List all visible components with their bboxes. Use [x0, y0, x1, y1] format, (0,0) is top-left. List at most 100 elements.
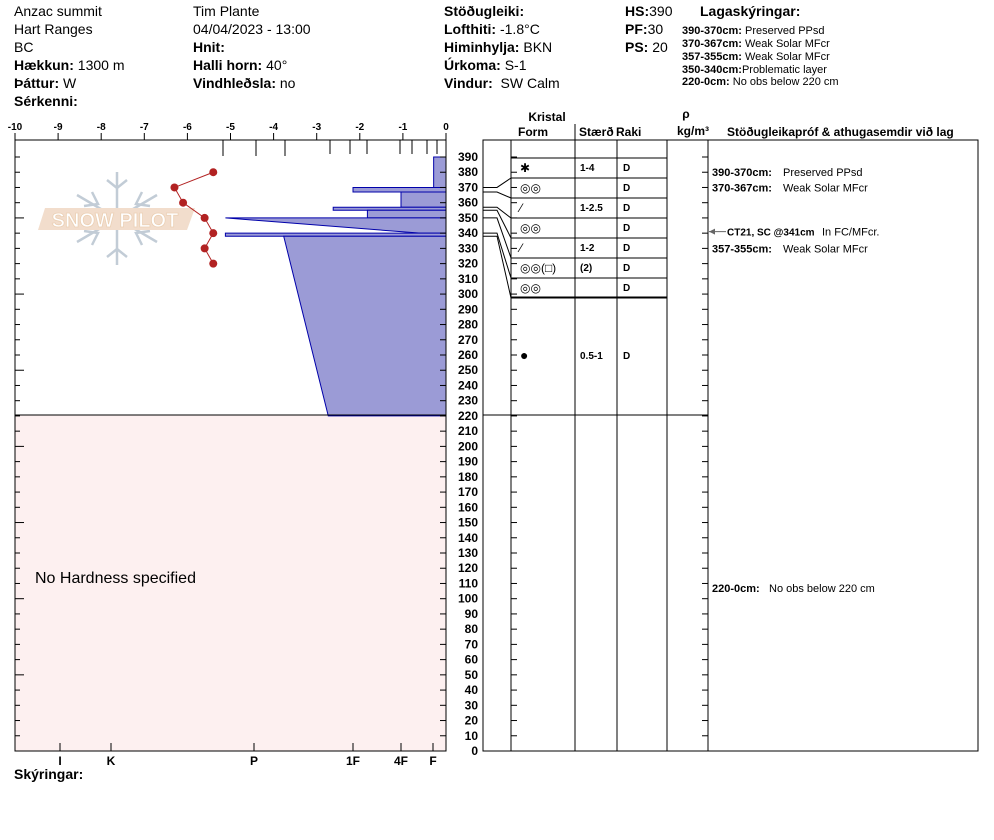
temp-tick-label: -6 — [183, 122, 192, 133]
depth-label: 160 — [458, 500, 478, 514]
layer-size: 0.5-1 — [580, 351, 603, 362]
header-moisture: Raki — [616, 125, 641, 139]
layer-moisture: D — [623, 283, 630, 294]
temp-tick-label: -3 — [312, 122, 321, 133]
depth-label: 360 — [458, 196, 478, 210]
table-column-lines — [483, 124, 709, 751]
location: Anzac summit — [14, 3, 102, 19]
comment-text: Preserved PPsd — [783, 167, 862, 179]
temp-tick-label: -5 — [226, 122, 235, 133]
hardness-bar — [400, 191, 447, 208]
hardness-tick-label: 4F — [394, 754, 408, 768]
sky: Himinhylja: BKN — [444, 39, 553, 55]
layer-connector — [483, 177, 512, 188]
layer-form: ◎◎ — [520, 181, 541, 195]
footer-label: Skýringar: — [14, 766, 83, 782]
hardness-tick-label: 1F — [346, 754, 360, 768]
layer-moisture: D — [623, 183, 630, 194]
layer-connector — [483, 191, 512, 199]
depth-label: 60 — [465, 653, 479, 667]
layer-size: 1-2.5 — [580, 203, 603, 214]
layer-connector — [483, 232, 512, 279]
hs: HS:390 — [625, 3, 673, 19]
depth-label: 320 — [458, 257, 478, 271]
comment-range: 220-0cm: — [712, 583, 760, 595]
datetime: 04/04/2023 - 13:00 — [193, 21, 311, 37]
comment-text: Weak Solar MFcr — [783, 243, 868, 255]
header-crystal: Kristal — [528, 110, 565, 124]
pf: PF:30 — [625, 21, 664, 37]
legend-item: 357-355cm: Weak Solar MFcr — [682, 51, 830, 63]
legend-item: 370-367cm: Weak Solar MFcr — [682, 38, 830, 50]
temp-tick-label: -9 — [54, 122, 63, 133]
depth-label: 150 — [458, 516, 478, 530]
layer-form: ✱ — [520, 161, 530, 175]
hardness-tick-label: K — [107, 754, 116, 768]
observer: Tim Plante — [193, 3, 260, 19]
layer-moisture: D — [623, 223, 630, 234]
layer-size: 1-2 — [580, 243, 595, 254]
comment-text: In FC/MFcr. — [822, 227, 879, 239]
layer-connector — [483, 209, 512, 239]
depth-label: 230 — [458, 394, 478, 408]
depth-label: 350 — [458, 211, 478, 225]
precip: Úrkoma: S-1 — [444, 57, 527, 73]
depth-label: 370 — [458, 180, 478, 194]
temperature-point — [200, 244, 209, 253]
comment-range: 390-370cm: — [712, 167, 772, 179]
temperature-point — [209, 229, 218, 238]
depth-label: 80 — [465, 622, 479, 636]
depth-label: 140 — [458, 531, 478, 545]
depth-label: 340 — [458, 226, 478, 240]
layer-size: 1-4 — [580, 163, 595, 174]
depth-label: 330 — [458, 241, 478, 255]
layer-moisture: D — [623, 243, 630, 254]
temp-tick-label: -2 — [355, 122, 364, 133]
depth-label: 70 — [465, 637, 479, 651]
legend-title: Lagaskýringar: — [700, 3, 801, 19]
depth-label: 130 — [458, 546, 478, 560]
arrow-head-icon — [709, 228, 715, 235]
layer-table-frame — [482, 139, 979, 752]
snowpilot-logo: SNOW PILOT — [38, 172, 195, 265]
depth-label: 390 — [458, 150, 478, 164]
depth-label: 280 — [458, 318, 478, 332]
temp-tick-label: -4 — [269, 122, 278, 133]
header-form: Form — [518, 125, 548, 139]
depth-label: 290 — [458, 302, 478, 316]
hardness-bar — [366, 209, 447, 219]
depth-label: 40 — [465, 683, 479, 697]
hardness-tick-label: I — [58, 754, 61, 768]
header-density-unit: kg/m³ — [677, 124, 709, 138]
coords-label: Hnit: — [193, 39, 225, 55]
ps: PS: 20 — [625, 39, 668, 55]
depth-label: 100 — [458, 592, 478, 606]
layer-connector — [483, 206, 512, 219]
temperature-point — [209, 168, 218, 177]
temperature-point — [209, 259, 218, 268]
stability-label: Stöðugleiki: — [444, 3, 525, 19]
depth-label: 50 — [465, 668, 479, 682]
depth-label: 190 — [458, 455, 478, 469]
temp-tick-label: -8 — [97, 122, 106, 133]
depth-label: 170 — [458, 485, 478, 499]
comment-test: CT21, SC @341cm — [727, 228, 815, 239]
air-temp: Lofthiti: -1.8°C — [444, 21, 540, 37]
aspect: Þáttur: W — [14, 75, 77, 91]
header-rho: ρ — [682, 107, 689, 121]
depth-label: 270 — [458, 333, 478, 347]
layer-form: ⁄ — [517, 241, 524, 255]
temp-tick-label: -7 — [140, 122, 149, 133]
hardness-bar — [283, 235, 447, 417]
elevation: Hækkun: 1300 m — [14, 57, 125, 73]
depth-label: 0 — [471, 744, 478, 758]
temp-tick-label: -10 — [8, 122, 23, 133]
depth-label: 120 — [458, 561, 478, 575]
layer-moisture: D — [623, 351, 630, 362]
legend-item: 220-0cm: No obs below 220 cm — [682, 76, 839, 88]
depth-label: 90 — [465, 607, 479, 621]
depth-label: 300 — [458, 287, 478, 301]
layer-form: ● — [520, 347, 528, 363]
depth-label: 180 — [458, 470, 478, 484]
